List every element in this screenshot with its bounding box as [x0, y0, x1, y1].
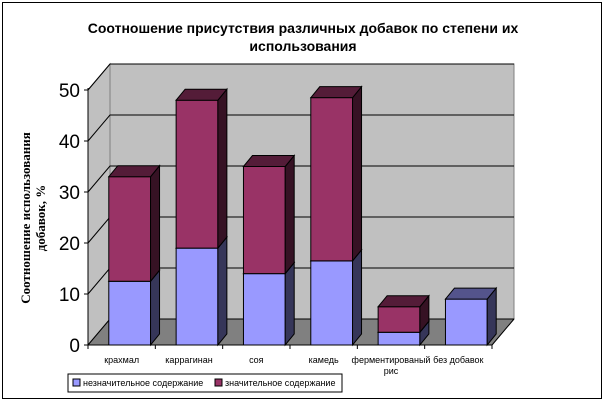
y-axis-label-line-2: добавок, % — [33, 185, 48, 252]
bar-side — [284, 154, 295, 276]
bar-segment — [242, 166, 286, 275]
chart-title-line-2: использования — [249, 38, 356, 54]
y-tick-label: 0 — [69, 336, 80, 357]
bar-segment — [310, 260, 354, 346]
bar-segment — [108, 280, 152, 346]
legend-swatch — [214, 378, 223, 387]
bar-segment — [377, 306, 421, 333]
bar-side — [150, 268, 161, 347]
y-tick-label: 40 — [59, 132, 80, 153]
bar-side — [217, 235, 228, 347]
bar-segment — [175, 247, 219, 346]
bar-segment — [175, 99, 219, 249]
gridline — [87, 165, 514, 193]
legend-entry: значительное содержание — [225, 378, 335, 388]
x-tick-label: камедь — [309, 355, 339, 365]
gridline — [87, 114, 514, 142]
x-tick-label: соя — [249, 355, 264, 365]
x-tick-label: ферментированый — [352, 355, 431, 365]
bar-segment — [108, 176, 152, 282]
x-tick-label: каррагинан — [165, 355, 212, 365]
y-tick-label: 50 — [59, 81, 80, 102]
bar-top — [444, 287, 498, 300]
bar-side — [217, 87, 228, 250]
y-tick-label: 10 — [59, 285, 80, 306]
bar-side — [150, 164, 161, 283]
bar-top — [175, 88, 228, 101]
bar-side — [352, 248, 363, 347]
bar-side — [352, 85, 363, 263]
gridline — [87, 63, 514, 91]
legend-box — [67, 373, 343, 393]
legend-swatch — [72, 378, 81, 387]
x-tick-label: крахмал — [104, 355, 139, 365]
floor-edge — [491, 318, 515, 346]
legend: незначительное содержание значительное со… — [67, 373, 343, 393]
bar-segment — [444, 298, 488, 346]
bar-top — [242, 155, 296, 167]
legend-entry: незначительное содержание — [83, 378, 203, 388]
x-tick-label: без добавок — [433, 355, 483, 365]
bar-top — [309, 86, 363, 99]
x-tick-label: рис — [384, 366, 399, 376]
y-tick-label: 30 — [59, 183, 80, 204]
chart-title-line-1: Соотношение присутствия различных добаво… — [88, 20, 519, 36]
side-wall — [87, 62, 111, 347]
bar-segment — [242, 273, 286, 346]
bar-top — [107, 165, 161, 178]
bar-segment — [377, 331, 421, 346]
bar-segment — [310, 97, 354, 262]
y-axis-label-line-1: Соотношение использования — [18, 132, 33, 303]
y-tick-label: 20 — [59, 234, 80, 255]
bar-side — [284, 261, 295, 347]
bar-top — [377, 295, 430, 308]
